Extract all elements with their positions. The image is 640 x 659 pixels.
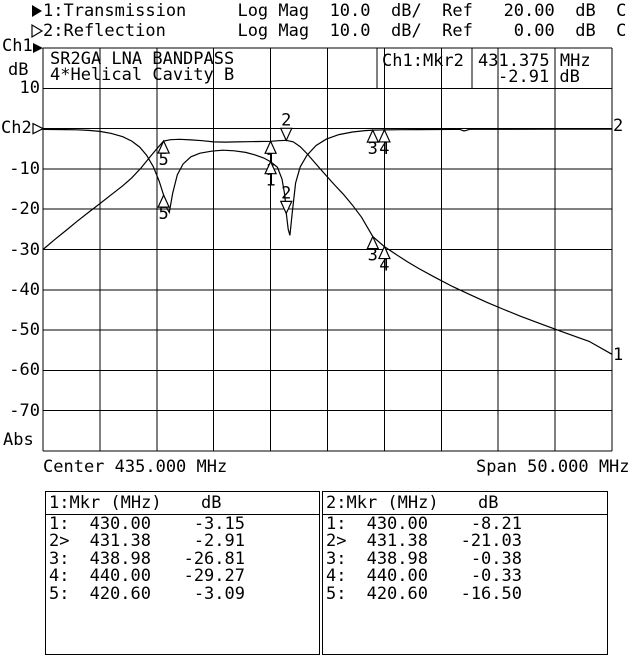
y-tick--20: -20 <box>9 199 40 219</box>
marker-2-triangle-trace1 <box>279 127 293 142</box>
table-1-header-unit: dB <box>201 493 222 513</box>
trace1-end-label: 1 <box>613 345 624 365</box>
table-row: 5: 420.60 -16.50 <box>323 584 607 604</box>
marker-3-triangle-trace2 <box>366 128 380 143</box>
cell-marker-number: 2> <box>326 531 347 551</box>
table-row: 2> 431.38 -21.03 <box>323 531 607 551</box>
cell-frequency: 420.60 <box>89 584 151 604</box>
cell-marker-number: 1: <box>326 514 347 534</box>
trace1-status-line: 1:Transmission Log Mag 10.0 dB/ Ref 20.0… <box>43 1 627 21</box>
marker-5-triangle-trace1 <box>157 139 171 154</box>
cell-marker-number: 5: <box>326 584 347 604</box>
title-line-1: SR2GA LNA BANDPASS <box>50 49 235 69</box>
ch2-label: Ch2 <box>1 118 32 138</box>
y-tick--60: -60 <box>9 360 40 380</box>
table-1-header-label: 1:Mkr (MHz) <box>49 493 162 513</box>
span-label: Span 50.000 MHz <box>476 457 630 477</box>
marker-1-number-trace2: 1 <box>265 171 275 191</box>
ch1-ref-marker-icon <box>33 43 43 53</box>
marker-table-2: 2:Mkr (MHz) dB 1: 430.00 -8.21 2> 431.38… <box>322 491 608 655</box>
cell-db: -3.15 <box>193 514 245 534</box>
table-1-header: 1:Mkr (MHz) dB <box>46 492 319 515</box>
cell-db: -16.50 <box>460 584 522 604</box>
cell-db: -8.21 <box>470 514 522 534</box>
trace2-end-label: 2 <box>613 116 624 136</box>
cell-marker-number: 2> <box>49 531 70 551</box>
y-tick-10: 10 <box>19 78 40 98</box>
marker-table-1: 1:Mkr (MHz) dB 1: 430.00 -3.15 2> 431.38… <box>45 491 320 655</box>
marker-2-number-trace2: 2 <box>281 183 291 203</box>
y-tick--70: -70 <box>9 401 40 421</box>
cell-frequency: 430.00 <box>366 514 428 534</box>
cell-marker-number: 4: <box>49 566 70 586</box>
cell-db: -21.03 <box>460 531 522 551</box>
cell-frequency: 430.00 <box>89 514 151 534</box>
table-row: 1: 430.00 -8.21 <box>323 514 607 534</box>
y-tick--40: -40 <box>9 280 40 300</box>
marker-3-number-trace1: 3 <box>368 246 378 266</box>
cell-db: -3.09 <box>193 584 245 604</box>
cell-marker-number: 3: <box>49 549 70 569</box>
table-row: 3: 438.98 -26.81 <box>46 549 319 569</box>
title-line-2: 4*Helical Cavity B <box>50 65 235 85</box>
table-2-header: 2:Mkr (MHz) dB <box>323 492 607 515</box>
cell-marker-number: 3: <box>326 549 347 569</box>
y-tick--10: -10 <box>9 159 40 179</box>
marker-readout-channel: Ch1:Mkr2 <box>382 51 464 71</box>
marker-readout-frequency: 431.375 MHz <box>478 51 591 71</box>
y-tick--30: -30 <box>9 240 40 260</box>
marker-readout-level: -2.91 dB <box>498 67 580 87</box>
marker-4-triangle-trace1 <box>377 245 391 260</box>
trace2-inactive-triangle-icon <box>31 23 44 39</box>
marker-1-triangle-trace2 <box>264 160 278 175</box>
cell-db: -26.81 <box>183 549 245 569</box>
cell-frequency: 438.98 <box>89 549 151 569</box>
cell-db: -29.27 <box>183 566 245 586</box>
table-2-header-label: 2:Mkr (MHz) <box>326 493 439 513</box>
marker-1-triangle-trace1 <box>264 139 278 154</box>
cell-db: -0.33 <box>470 566 522 586</box>
center-frequency-label: Center 435.000 MHz <box>43 457 228 477</box>
table-row: 4: 440.00 -0.33 <box>323 566 607 586</box>
table-row: 3: 438.98 -0.38 <box>323 549 607 569</box>
marker-4-number-trace2: 4 <box>379 139 389 159</box>
cell-frequency: 431.38 <box>366 531 428 551</box>
marker-2-number-trace1: 2 <box>281 110 291 130</box>
cell-db: -2.91 <box>193 531 245 551</box>
table-row: 4: 440.00 -29.27 <box>46 566 319 586</box>
cell-frequency: 440.00 <box>366 566 428 586</box>
table-2-header-unit: dB <box>478 493 499 513</box>
marker-2-triangle-trace2 <box>279 200 293 215</box>
table-row: 1: 430.00 -3.15 <box>46 514 319 534</box>
cell-frequency: 420.60 <box>366 584 428 604</box>
trace2-status-line: 2:Reflection Log Mag 10.0 dB/ Ref 0.00 d… <box>43 21 627 41</box>
marker-5-number-trace1: 5 <box>159 150 169 170</box>
cell-marker-number: 4: <box>326 566 347 586</box>
cell-marker-number: 5: <box>49 584 70 604</box>
db-unit-label: dB <box>8 60 29 80</box>
y-tick--50: -50 <box>9 320 40 340</box>
marker-4-number-trace1: 4 <box>379 256 389 276</box>
table-row: 5: 420.60 -3.09 <box>46 584 319 604</box>
marker-5-number-trace2: 5 <box>159 204 169 224</box>
trace1-active-triangle-icon <box>32 5 42 17</box>
cell-marker-number: 1: <box>49 514 70 534</box>
marker-5-triangle-trace2 <box>157 193 171 208</box>
cell-db: -0.38 <box>470 549 522 569</box>
ch2-ref-marker-icon <box>32 122 45 135</box>
table-row: 2> 431.38 -2.91 <box>46 531 319 551</box>
cell-frequency: 438.98 <box>366 549 428 569</box>
ch1-label: Ch1 <box>2 36 33 56</box>
marker-4-triangle-trace2 <box>377 128 391 143</box>
marker-3-number-trace2: 3 <box>368 139 378 159</box>
abs-label: Abs <box>3 430 34 450</box>
cell-frequency: 440.00 <box>89 566 151 586</box>
marker-3-triangle-trace1 <box>366 235 380 250</box>
cell-frequency: 431.38 <box>89 531 151 551</box>
